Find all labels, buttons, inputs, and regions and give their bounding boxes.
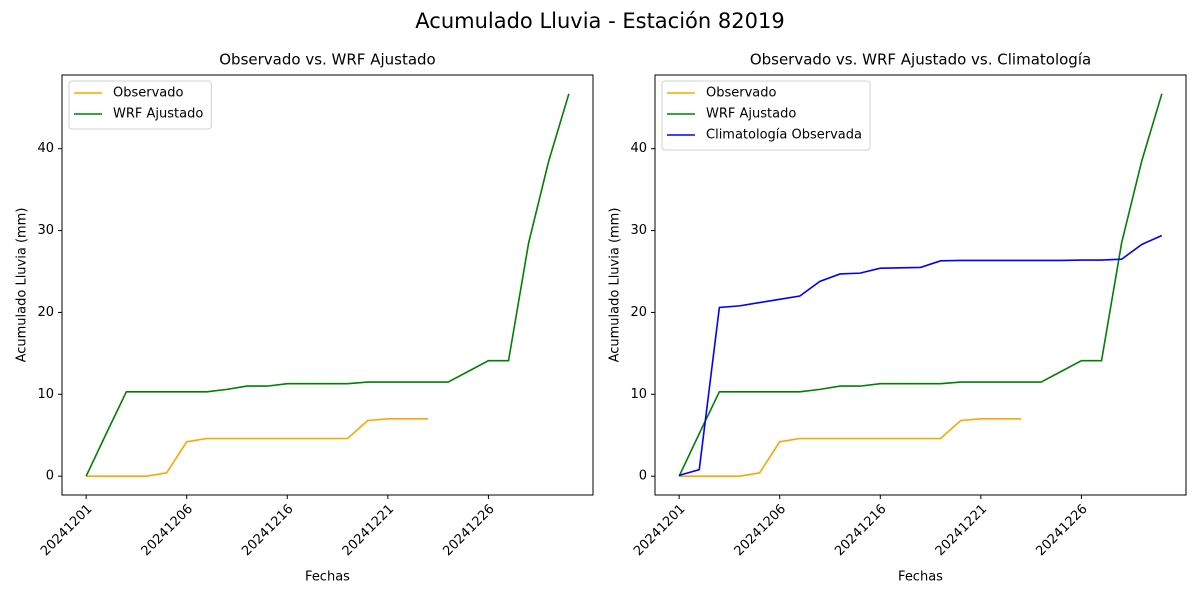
y-tick-label: 20 <box>630 305 647 320</box>
x-axis-label: Fechas <box>898 570 943 585</box>
y-tick-label: 10 <box>630 387 647 402</box>
x-axis-label: Fechas <box>305 570 350 585</box>
series-line <box>85 93 570 477</box>
subplot-title: Observado vs. WRF Ajustado <box>219 51 435 69</box>
legend-label: WRF Ajustado <box>706 107 796 122</box>
y-tick-label: 20 <box>37 305 54 320</box>
legend-label: Observado <box>113 86 184 101</box>
y-tick-label: 10 <box>37 387 54 402</box>
y-tick-label: 40 <box>37 141 54 156</box>
legend-box <box>661 80 871 151</box>
series-line <box>678 234 1163 477</box>
y-tick-label: 30 <box>37 223 54 238</box>
y-axis-label: Acumulado Lluvia (mm) <box>608 208 623 363</box>
series-line <box>678 93 1163 477</box>
legend-box <box>68 80 212 130</box>
legend-label: Climatología Observada <box>706 128 862 143</box>
subplot-title: Observado vs. WRF Ajustado vs. Climatolo… <box>750 51 1091 69</box>
y-tick-label: 40 <box>630 141 647 156</box>
y-tick-label: 0 <box>639 469 647 484</box>
legend-label: WRF Ajustado <box>113 107 203 122</box>
y-tick-label: 0 <box>46 469 54 484</box>
y-axis-label: Acumulado Lluvia (mm) <box>15 208 30 363</box>
axes-frame <box>61 74 594 496</box>
legend: Observado WRF Ajustado <box>68 80 212 130</box>
figure-title: Acumulado Lluvia - Estación 82019 <box>415 9 784 33</box>
series-line <box>86 418 429 477</box>
series-line <box>679 418 1022 477</box>
legend-label: Observado <box>706 86 777 101</box>
y-tick-label: 30 <box>630 223 647 238</box>
axes-frame <box>654 74 1187 496</box>
legend: Observado WRF Ajustado Climatología Observ… <box>661 80 871 151</box>
